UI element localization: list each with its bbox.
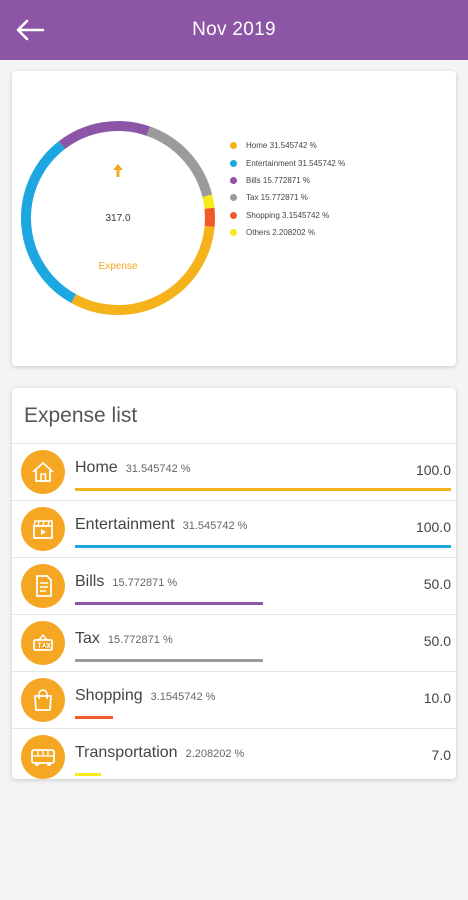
- list-item[interactable]: Tax 15.772871 % 50.0: [12, 614, 456, 671]
- legend-dot: [230, 229, 237, 237]
- donut-segment-shopping: [204, 207, 215, 227]
- category-name: Entertainment 31.545742 %: [75, 516, 247, 534]
- category-name: Bills 15.772871 %: [75, 573, 177, 591]
- legend-item: Tax 15.772871 %: [230, 189, 345, 206]
- progress-bar: [75, 488, 451, 491]
- category-percent: 31.545742 %: [182, 520, 248, 532]
- category-label: Bills: [75, 573, 105, 590]
- category-icon-circle: [21, 564, 65, 608]
- category-amount: 100.0: [415, 519, 451, 535]
- total-label: Expense: [98, 261, 138, 272]
- category-percent: 2.208202 %: [185, 748, 245, 760]
- category-name: Shopping 3.1545742 %: [75, 687, 215, 705]
- clapperboard-icon: [33, 520, 53, 539]
- legend-label: Home 31.545742 %: [246, 141, 317, 151]
- shopping-bag-icon: [34, 689, 52, 711]
- page-title: Nov 2019: [192, 19, 276, 40]
- category-icon-circle: [21, 735, 65, 779]
- donut-segment-bills: [58, 121, 150, 150]
- home-icon: [32, 462, 54, 482]
- donut-segment-others: [202, 194, 215, 209]
- legend-label: Bills 15.772871 %: [246, 175, 311, 185]
- category-icon-circle: [21, 678, 65, 722]
- category-icon-circle: [21, 450, 65, 494]
- list-item[interactable]: Bills 15.772871 % 50.0: [12, 557, 456, 614]
- category-label: Shopping: [75, 687, 143, 704]
- category-amount: 50.0: [423, 576, 451, 592]
- category-label: Home: [75, 459, 118, 476]
- tax-sign-icon: [33, 633, 53, 651]
- arrow-up-icon: [113, 164, 123, 177]
- category-amount: 50.0: [423, 633, 451, 649]
- legend-item: Others 2.208202 %: [230, 224, 345, 241]
- progress-fill: [75, 488, 451, 491]
- progress-bar: [75, 773, 451, 776]
- progress-bar: [75, 545, 451, 548]
- expense-chart-card: 317.0 Expense Home 31.545742 % Entertain…: [12, 71, 456, 366]
- category-name: Home 31.545742 %: [75, 459, 191, 477]
- category-name: Tax 15.772871 %: [75, 630, 173, 648]
- category-label: Transportation: [75, 744, 178, 761]
- category-icon-circle: [21, 507, 65, 551]
- document-icon: [36, 575, 52, 597]
- progress-fill: [75, 659, 263, 662]
- total-amount: 317.0: [105, 213, 131, 224]
- donut-segment-home: [71, 226, 215, 315]
- progress-fill: [75, 602, 263, 605]
- expense-list-card: Expense list Home 31.545742 % 100.0: [12, 388, 456, 779]
- category-label: Tax: [75, 630, 100, 647]
- expense-list: Home 31.545742 % 100.0 Entertainment 31.54…: [12, 443, 456, 785]
- category-label: Entertainment: [75, 516, 175, 533]
- arrow-back-icon: [16, 19, 45, 41]
- legend-item: Shopping 3.1545742 %: [230, 207, 345, 224]
- legend-dot: [230, 159, 237, 167]
- category-percent: 3.1545742 %: [150, 691, 216, 703]
- legend-dot: [230, 211, 237, 219]
- list-item[interactable]: Home 31.545742 % 100.0: [12, 443, 456, 500]
- legend-item: Entertainment 31.545742 %: [230, 154, 345, 171]
- legend-label: Tax 15.772871 %: [246, 193, 308, 203]
- expense-donut-chart: [21, 121, 215, 315]
- legend-label: Others 2.208202 %: [246, 228, 315, 238]
- category-name: Transportation 2.208202 %: [75, 744, 244, 762]
- category-icon-circle: [21, 621, 65, 665]
- list-item[interactable]: Shopping 3.1545742 % 10.0: [12, 671, 456, 728]
- category-percent: 15.772871 %: [107, 634, 173, 646]
- progress-fill: [75, 716, 113, 719]
- legend-dot: [230, 194, 237, 202]
- legend-label: Shopping 3.1545742 %: [246, 210, 330, 220]
- progress-bar: [75, 602, 451, 605]
- list-item[interactable]: Entertainment 31.545742 % 100.0: [12, 500, 456, 557]
- category-percent: 15.772871 %: [112, 577, 178, 589]
- legend-label: Entertainment 31.545742 %: [246, 158, 346, 168]
- progress-fill: [75, 773, 102, 776]
- category-percent: 31.545742 %: [125, 463, 191, 475]
- bus-icon: [31, 749, 55, 766]
- legend-dot: [230, 142, 237, 150]
- donut-segment-entertainment: [21, 141, 77, 303]
- list-item[interactable]: Transportation 2.208202 % 7.0: [12, 728, 456, 785]
- category-amount: 100.0: [415, 462, 451, 478]
- legend-item: Home 31.545742 %: [230, 137, 345, 154]
- chart-legend: Home 31.545742 % Entertainment 31.545742…: [230, 137, 345, 241]
- legend-item: Bills 15.772871 %: [230, 172, 345, 189]
- progress-bar: [75, 659, 451, 662]
- category-amount: 10.0: [423, 690, 451, 706]
- expense-list-title: Expense list: [24, 404, 138, 427]
- app-bar: Nov 2019: [0, 0, 468, 60]
- progress-fill: [75, 545, 451, 548]
- category-amount: 7.0: [431, 747, 451, 763]
- back-button[interactable]: [12, 14, 48, 46]
- legend-dot: [230, 176, 237, 184]
- donut-segment-tax: [146, 126, 213, 198]
- progress-bar: [75, 716, 451, 719]
